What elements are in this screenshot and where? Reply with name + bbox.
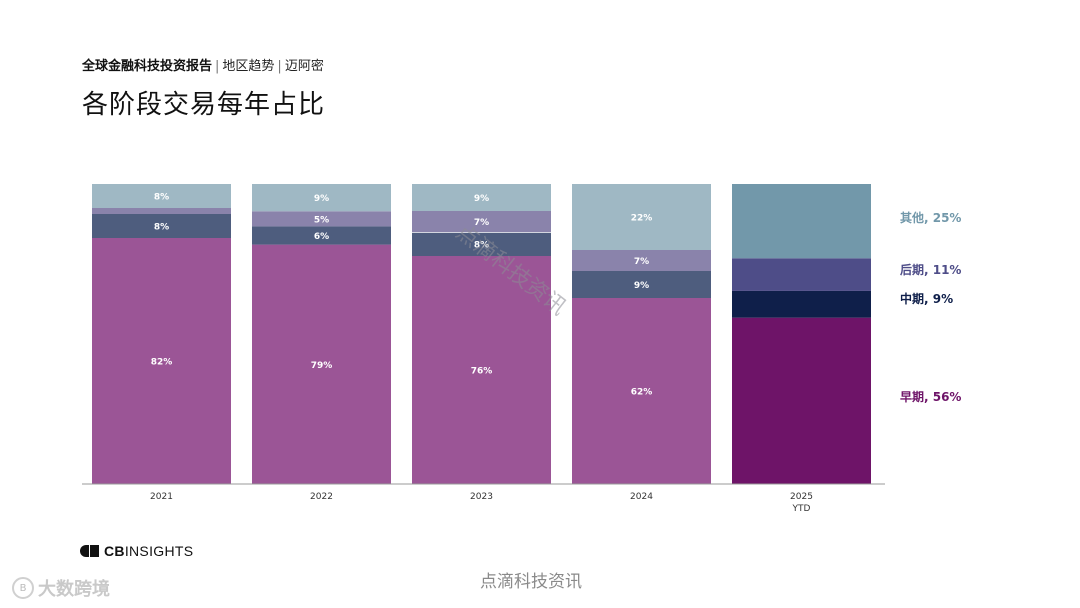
cbinsights-logo: CBINSIGHTS: [80, 543, 193, 559]
report-subtitle: 全球金融科技投资报告 | 地区趋势 | 迈阿密: [82, 55, 325, 74]
bar-segment-2-1: [252, 211, 391, 227]
cbinsights-logo-text: CBINSIGHTS: [104, 543, 194, 559]
bar-segment-2-2: [412, 211, 551, 232]
data-label: 22%: [631, 214, 653, 224]
bar-segment-2-3: [572, 250, 711, 271]
chart-bars: 82% 8% 8% 79% 6% 5% 9% 76% 8% 7% 9% 62% 9% 7% 22%: [92, 184, 871, 484]
bar-segment-3-1: [252, 184, 391, 212]
bar-segment-3-3: [572, 184, 711, 250]
x-tick-label: 2022: [310, 492, 333, 502]
watermark-logo-text: 大数跨境: [38, 579, 110, 600]
data-label: 9%: [474, 194, 489, 204]
data-label: 9%: [314, 194, 329, 204]
data-label: 6%: [314, 232, 329, 242]
x-tick-label: 2023: [470, 492, 493, 502]
data-label: 82%: [151, 358, 173, 368]
data-label: 79%: [311, 361, 333, 371]
x-axis-labels: 2021 2022 2023 2024 2025 YTD: [150, 492, 813, 514]
data-label: 62%: [631, 388, 653, 398]
subtitle-report-name: 全球金融科技投资报告: [82, 59, 213, 74]
x-tick-label: 2025: [790, 492, 813, 502]
legend-entry: 中期, 9%: [900, 291, 953, 306]
watermark-logo: B 大数跨境: [12, 575, 110, 601]
bar-segment-2-0: [92, 208, 231, 214]
bar-segment-1-3: [572, 271, 711, 298]
bar-segment-0-3: [572, 298, 711, 484]
page-title: 各阶段交易每年占比: [82, 90, 326, 120]
bar-segment-1-2: [412, 232, 551, 256]
watermark-bottom-text: 点滴科技资讯: [480, 572, 582, 592]
bar-segment-0-0: [92, 238, 231, 484]
report-header: 全球金融科技投资报告 | 地区趋势 | 迈阿密 各阶段交易每年占比: [82, 55, 325, 121]
bar-segment-0-2: [412, 256, 551, 484]
bar-segment-0-1: [252, 244, 391, 484]
data-label: 76%: [471, 367, 493, 377]
bar-segment-2-4: [732, 258, 871, 291]
data-label: 8%: [154, 193, 169, 203]
bar-segment-3-0: [92, 184, 231, 208]
subtitle-separator: |: [277, 59, 282, 74]
data-label: 8%: [154, 223, 169, 233]
legend-entry: 后期, 11%: [900, 262, 961, 277]
bar-segment-1-0: [92, 214, 231, 238]
subtitle-region: 地区趋势: [222, 59, 275, 74]
bar-segment-1-1: [252, 226, 391, 245]
chart-legend: 其他, 25% 后期, 11% 中期, 9% 早期, 56%: [900, 210, 961, 404]
x-tick-label: 2021: [150, 492, 173, 502]
cbinsights-logo-icon: [80, 544, 100, 558]
x-tick-label: 2024: [630, 492, 653, 502]
x-tick-label: YTD: [792, 504, 811, 514]
data-label: 9%: [634, 281, 649, 291]
bar-segment-3-4: [732, 184, 871, 259]
subtitle-city: 迈阿密: [284, 59, 324, 74]
data-label: 5%: [314, 215, 329, 225]
bar-segment-1-4: [732, 290, 871, 318]
data-label: 8%: [474, 241, 489, 251]
subtitle-separator: |: [215, 59, 220, 74]
data-label: 7%: [474, 218, 489, 228]
bar-segment-3-2: [412, 184, 551, 211]
legend-entry: 其他, 25%: [900, 210, 961, 225]
watermark-logo-icon: B: [12, 577, 34, 599]
data-label: 7%: [634, 257, 649, 267]
legend-entry: 早期, 56%: [900, 389, 961, 404]
bar-segment-0-4: [732, 317, 871, 484]
